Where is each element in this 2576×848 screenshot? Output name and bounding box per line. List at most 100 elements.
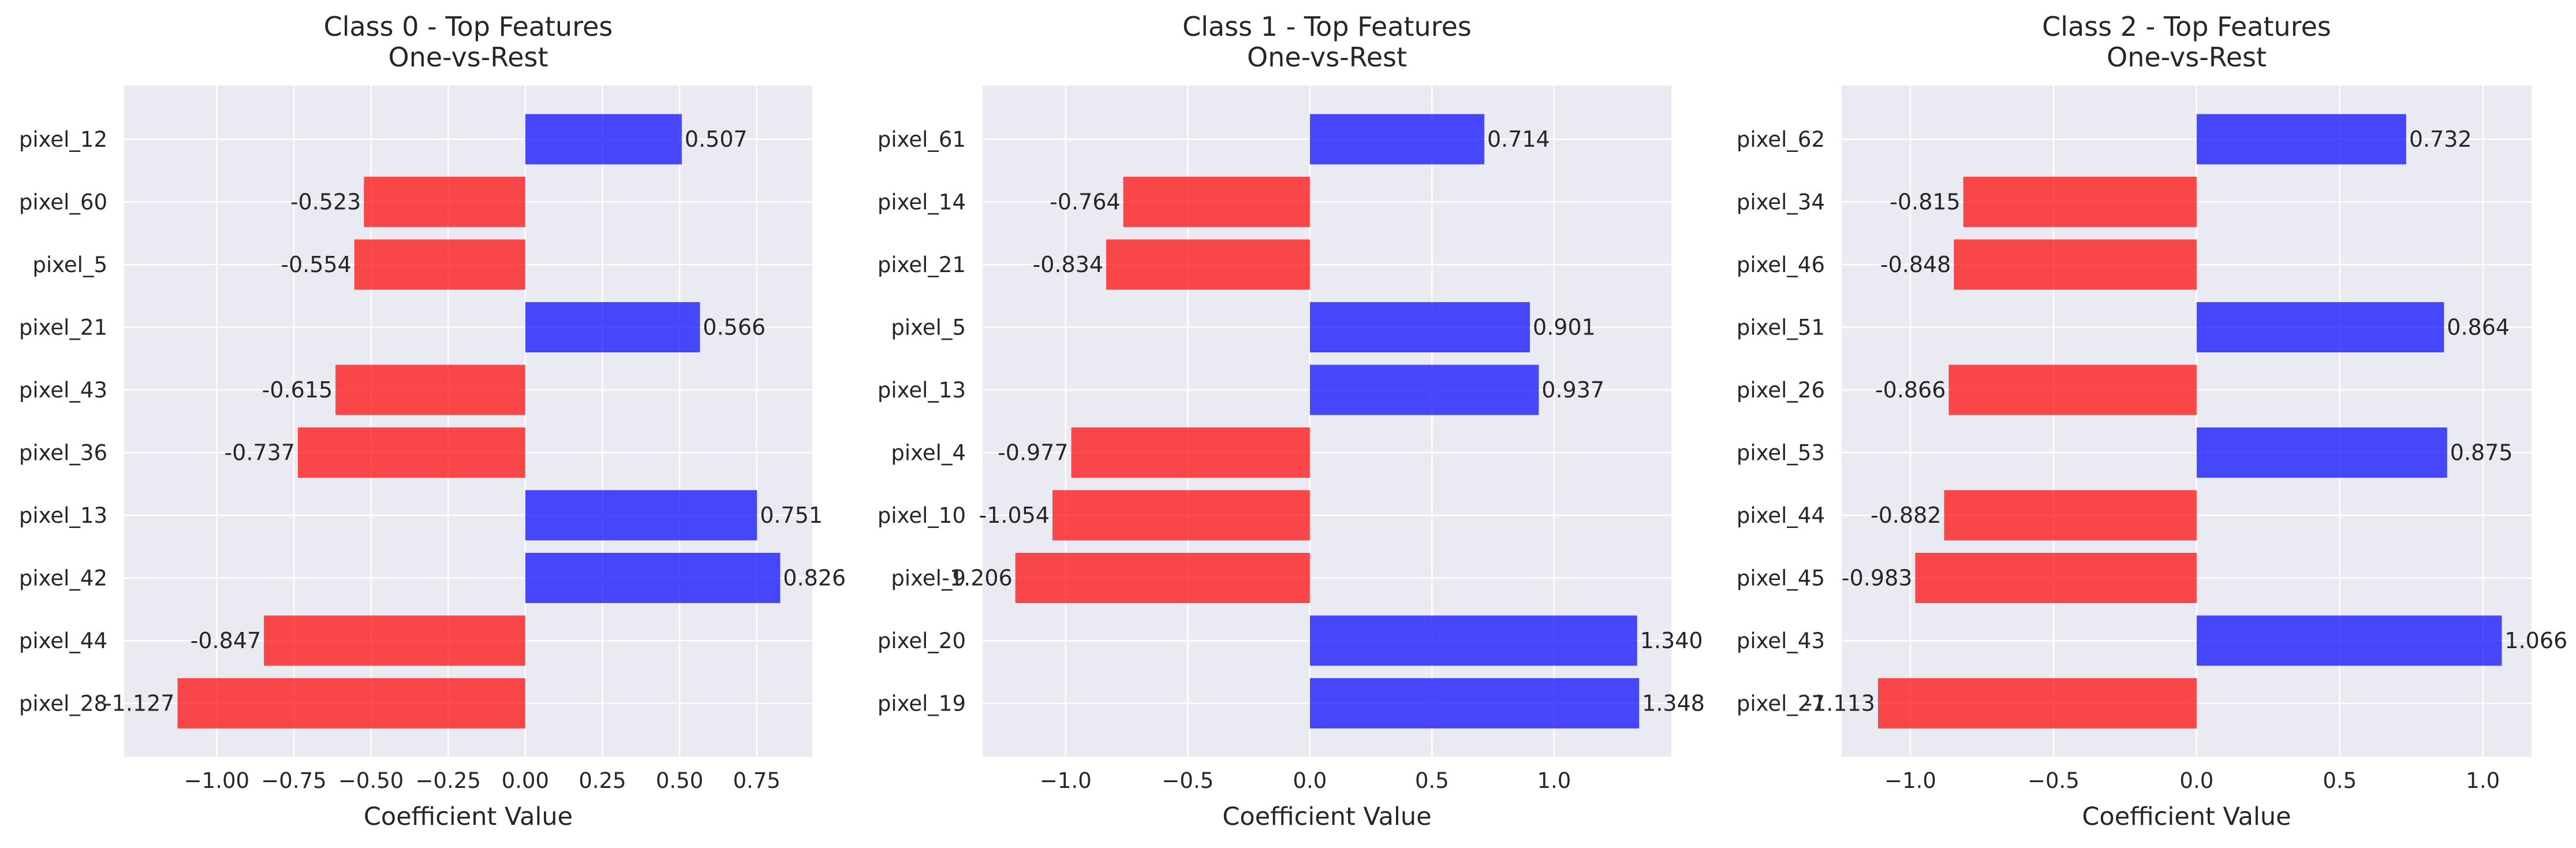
x-tick-label: −0.75 xyxy=(261,768,326,793)
bar-value-label: 1.348 xyxy=(1642,691,1705,716)
bar-value-label: 0.751 xyxy=(760,503,823,528)
y-tick-label: pixel_10 xyxy=(878,503,966,528)
y-tick-label: pixel_34 xyxy=(1737,190,1825,215)
bar-pixel_43 xyxy=(2196,615,2502,666)
x-tick-label: −1.00 xyxy=(184,768,249,793)
y-tick-label: pixel_19 xyxy=(878,691,966,716)
x-tick-label: 0.5 xyxy=(2323,768,2357,793)
y-tick-label: pixel_62 xyxy=(1737,127,1825,152)
y-tick-label: pixel_36 xyxy=(19,441,107,466)
y-tick-label: pixel_60 xyxy=(19,190,107,215)
bar-pixel_27 xyxy=(1877,678,2197,728)
x-axis-label: Coefficient Value xyxy=(364,802,573,831)
y-tick-label: pixel_61 xyxy=(878,127,966,152)
bar-value-label: 0.507 xyxy=(685,127,748,152)
y-tick-label: pixel_20 xyxy=(878,628,966,653)
bar-pixel_51 xyxy=(2196,302,2444,352)
chart-panel-2: −1.0 −0.5 0.0 0.5 1.0 pixel_62 pixel_34 pixel_4… xyxy=(1737,11,2567,831)
chart-title: Class 1 - Top Features xyxy=(1182,11,1472,42)
bar-value-label: -1.127 xyxy=(104,691,175,716)
bar-value-label: -0.554 xyxy=(281,252,352,277)
bar-pixel_4 xyxy=(1071,427,1310,478)
y-tick-label: pixel_4 xyxy=(891,441,966,466)
y-tick-label: pixel_13 xyxy=(19,503,107,528)
y-tick-label: pixel_9 xyxy=(891,566,966,591)
y-tick-label: pixel_43 xyxy=(1737,628,1825,653)
chart-title: Class 0 - Top Features xyxy=(324,11,613,42)
bar-pixel_9 xyxy=(1015,553,1310,603)
y-tick-label: pixel_43 xyxy=(19,378,107,403)
bar-value-label: -0.764 xyxy=(1050,189,1121,215)
y-tick-label: pixel_13 xyxy=(878,378,966,403)
bar-value-label: -0.737 xyxy=(224,440,295,466)
bar-pixel_13 xyxy=(1309,365,1539,415)
bar-value-label: 1.340 xyxy=(1640,628,1703,653)
bar-pixel_21 xyxy=(525,302,700,352)
bar-pixel_60 xyxy=(364,177,525,227)
bar-pixel_61 xyxy=(1309,114,1484,165)
chart-subtitle: One-vs-Rest xyxy=(1247,42,1407,73)
y-tick-label: pixel_45 xyxy=(1737,566,1825,591)
x-tick-label: 1.0 xyxy=(2466,768,2500,793)
bar-value-label: 0.732 xyxy=(2409,127,2472,152)
x-axis-label: Coefficient Value xyxy=(2082,802,2291,831)
x-tick-label: −1.0 xyxy=(1040,768,1092,793)
y-tick-label: pixel_51 xyxy=(1737,315,1825,340)
x-tick-label: −1.0 xyxy=(1884,768,1936,793)
bar-value-label: -0.882 xyxy=(1871,503,1942,528)
bar-value-label: 0.864 xyxy=(2447,315,2510,340)
bar-value-label: -0.615 xyxy=(262,377,333,403)
bar-pixel_28 xyxy=(177,678,525,728)
chart-panel-0: −1.00 −0.75 −0.50 −0.25 0.00 0.25 0.50 0.75 pixe… xyxy=(19,11,846,831)
bar-pixel_5 xyxy=(1309,302,1530,352)
y-tick-label: pixel_12 xyxy=(19,127,107,152)
bar-pixel_44 xyxy=(1944,490,2197,541)
bar-value-label: -1.113 xyxy=(1804,691,1875,716)
x-tick-label: −0.25 xyxy=(416,768,481,793)
bar-pixel_20 xyxy=(1309,615,1637,666)
y-tick-label: pixel_44 xyxy=(1737,503,1825,528)
chart-panel-1: −1.0 −0.5 0.0 0.5 1.0 pixel_61 pixel_14 pixel_2… xyxy=(878,11,1705,831)
x-tick-label: 1.0 xyxy=(1537,768,1571,793)
bar-pixel_10 xyxy=(1052,490,1310,541)
y-tick-label: pixel_53 xyxy=(1737,441,1825,466)
bar-pixel_42 xyxy=(525,553,781,603)
x-tick-label: 0.50 xyxy=(656,768,703,793)
x-tick-label: 0.0 xyxy=(2179,768,2213,793)
y-tick-label: pixel_46 xyxy=(1737,252,1825,277)
bar-pixel_44 xyxy=(264,615,525,666)
bar-pixel_19 xyxy=(1309,678,1640,728)
y-tick-label: pixel_5 xyxy=(891,315,966,340)
y-tick-label: pixel_26 xyxy=(1737,378,1825,403)
bar-pixel_45 xyxy=(1915,553,2197,603)
chart-subtitle: One-vs-Rest xyxy=(388,42,548,73)
bar-pixel_34 xyxy=(1963,177,2197,227)
bar-pixel_26 xyxy=(1948,365,2197,415)
x-tick-label: 0.75 xyxy=(733,768,781,793)
x-tick-label: 0.00 xyxy=(502,768,549,793)
bar-value-label: -0.815 xyxy=(1890,189,1961,215)
x-tick-label: 0.5 xyxy=(1415,768,1449,793)
bar-pixel_36 xyxy=(297,427,525,478)
bar-value-label: 0.714 xyxy=(1487,127,1550,152)
bar-value-label: -0.847 xyxy=(191,628,262,653)
y-tick-label: pixel_14 xyxy=(878,190,966,215)
bar-pixel_13 xyxy=(525,490,757,541)
chart-title: Class 2 - Top Features xyxy=(2042,11,2331,42)
y-tick-label: pixel_42 xyxy=(19,566,107,591)
bar-pixel_43 xyxy=(335,365,525,415)
bar-value-label: -0.983 xyxy=(1842,566,1913,591)
bar-value-label: -1.054 xyxy=(979,503,1050,528)
bar-pixel_5 xyxy=(354,239,525,290)
x-tick-label: −0.5 xyxy=(1162,768,1214,793)
bar-value-label: -0.523 xyxy=(290,189,361,215)
y-tick-label: pixel_21 xyxy=(878,252,966,277)
bar-value-label: -1.206 xyxy=(942,566,1013,591)
bar-value-label: -0.848 xyxy=(1880,252,1951,277)
x-tick-label: 0.0 xyxy=(1293,768,1327,793)
bar-pixel_53 xyxy=(2196,427,2447,478)
bar-value-label: -0.834 xyxy=(1033,252,1104,277)
y-tick-label: pixel_28 xyxy=(19,691,107,716)
x-tick-label: 0.25 xyxy=(578,768,626,793)
